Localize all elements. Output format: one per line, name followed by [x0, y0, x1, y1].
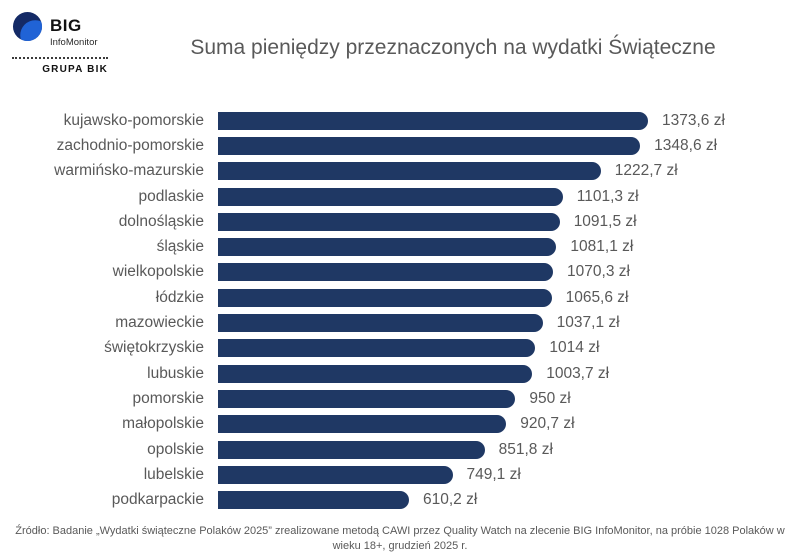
bar: [218, 491, 410, 510]
big-infomonitor-logo: BIG InfoMonitor GRUPA BIK: [12, 10, 112, 75]
table-row: pomorskie 950 zł: [0, 386, 800, 411]
table-row: łódzkie 1065,6 zł: [0, 285, 800, 310]
category-label: lubelskie: [143, 465, 204, 483]
table-row: opolskie 851,8 zł: [0, 437, 800, 462]
bar-area: 610,2 zł: [218, 491, 800, 510]
table-row: mazowieckie 1037,1 zł: [0, 310, 800, 335]
value-label: 1070,3 zł: [567, 263, 630, 281]
category-label: podkarpackie: [111, 491, 204, 509]
bar-area: 920,7 zł: [218, 415, 800, 434]
table-row: śląskie 1081,1 zł: [0, 234, 800, 259]
source-note: Źródło: Badanie „Wydatki świąteczne Pola…: [15, 524, 785, 552]
value-label: 1065,6 zł: [565, 288, 629, 306]
table-row: warmińsko-mazurskie 1222,7 zł: [0, 159, 800, 184]
logo-sphere-light: [20, 20, 43, 42]
logo-grupa-bik-text: GRUPA BIK: [42, 64, 108, 75]
bar-chart: kujawsko-pomorskie 1373,6 zł zachodnio-p…: [0, 102, 800, 513]
category-label: warmińsko-mazurskie: [54, 162, 204, 180]
value-label: 749,1 zł: [466, 465, 521, 483]
table-row: dolnośląskie 1091,5 zł: [0, 209, 800, 234]
category-label: kujawsko-pomorskie: [63, 111, 204, 129]
value-label: 1003,7 zł: [546, 364, 610, 382]
value-label: 1348,6 zł: [654, 136, 718, 154]
logo-dotted-divider: [12, 57, 108, 59]
bar: [218, 288, 552, 307]
bar: [218, 465, 453, 484]
bar: [218, 364, 533, 383]
table-row: małopolskie 920,7 zł: [0, 412, 800, 437]
category-label: śląskie: [156, 238, 204, 256]
bar-area: 1037,1 zł: [218, 314, 800, 333]
category-label: zachodnio-pomorskie: [56, 136, 204, 154]
bar-area: 749,1 zł: [218, 465, 800, 484]
category-label: łódzkie: [155, 288, 204, 306]
category-label: pomorskie: [132, 389, 205, 407]
big-infomonitor-sphere-icon: [12, 11, 43, 42]
bar: [218, 440, 485, 459]
value-label: 1014 zł: [549, 339, 600, 357]
logo-infomonitor-text: InfoMonitor: [50, 37, 98, 48]
value-label: 851,8 zł: [498, 440, 553, 458]
category-label: dolnośląskie: [118, 212, 204, 230]
table-row: wielkopolskie 1070,3 zł: [0, 260, 800, 285]
category-label: mazowieckie: [115, 314, 204, 332]
bar: [218, 187, 563, 206]
value-label: 1373,6 zł: [662, 111, 725, 129]
bar: [218, 339, 536, 358]
bar-area: 1081,1 zł: [218, 238, 800, 257]
table-row: lubuskie 1003,7 zł: [0, 361, 800, 386]
category-label: opolskie: [147, 440, 204, 458]
category-label: podlaskie: [138, 187, 205, 205]
table-row: zachodnio-pomorskie 1348,6 zł: [0, 133, 800, 158]
bar: [218, 136, 641, 155]
bar: [218, 111, 648, 130]
bar: [218, 263, 554, 282]
category-label: świętokrzyskie: [104, 339, 204, 357]
table-row: kujawsko-pomorskie 1373,6 zł: [0, 108, 800, 133]
header: BIG InfoMonitor GRUPA BIK Suma pieniędzy…: [0, 0, 800, 102]
bar: [218, 415, 507, 434]
table-row: podkarpackie 610,2 zł: [0, 487, 800, 512]
bar-area: 1065,6 zł: [218, 288, 800, 307]
category-label: wielkopolskie: [112, 263, 204, 281]
bar-area: 1003,7 zł: [218, 364, 800, 383]
bar: [218, 212, 560, 231]
logo-big-text: BIG: [50, 16, 82, 35]
value-label: 950 zł: [529, 389, 571, 407]
table-row: lubelskie 749,1 zł: [0, 462, 800, 487]
category-label: małopolskie: [122, 415, 204, 433]
bar: [218, 162, 601, 181]
bar-area: 950 zł: [218, 389, 800, 408]
value-label: 610,2 zł: [423, 491, 478, 509]
logo-text-block: BIG InfoMonitor: [50, 10, 98, 48]
bar-area: 1091,5 zł: [218, 212, 800, 231]
value-label: 1222,7 zł: [614, 162, 678, 180]
bar-area: 1101,3 zł: [218, 187, 800, 206]
bar: [218, 314, 543, 333]
value-label: 1091,5 zł: [573, 212, 637, 230]
bar-area: 1014 zł: [218, 339, 800, 358]
value-label: 920,7 zł: [520, 415, 575, 433]
bar: [218, 389, 516, 408]
value-label: 1037,1 zł: [556, 314, 620, 332]
category-label: lubuskie: [147, 364, 204, 382]
bar-area: 1070,3 zł: [218, 263, 800, 282]
bar-area: 851,8 zł: [218, 440, 800, 459]
bar-area: 1373,6 zł: [218, 111, 800, 130]
value-label: 1081,1 zł: [570, 238, 634, 256]
bar: [218, 238, 557, 257]
bar-area: 1222,7 zł: [218, 162, 800, 181]
table-row: podlaskie 1101,3 zł: [0, 184, 800, 209]
page-title: Suma pieniędzy przeznaczonych na wydatki…: [190, 36, 716, 59]
bar-area: 1348,6 zł: [218, 136, 800, 155]
table-row: świętokrzyskie 1014 zł: [0, 336, 800, 361]
value-label: 1101,3 zł: [576, 187, 639, 205]
